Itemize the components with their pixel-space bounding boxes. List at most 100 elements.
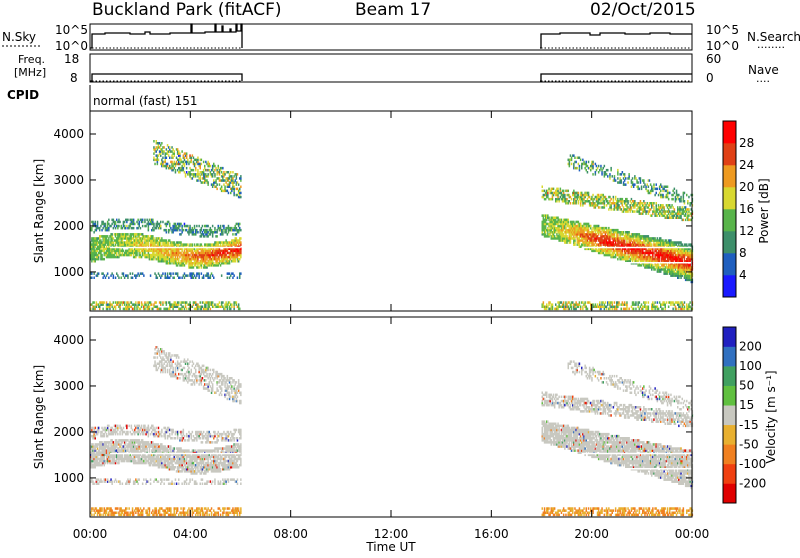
echo-cell <box>198 272 200 275</box>
echo-cell <box>124 301 126 304</box>
echo-cell <box>627 181 629 184</box>
echo-cell <box>632 177 634 180</box>
echo-cell <box>207 272 209 275</box>
echo-cell <box>105 223 107 226</box>
echo-cell <box>605 301 607 304</box>
echo-cell <box>586 161 588 164</box>
beam-label: Beam 17 <box>355 0 431 20</box>
echo-cell <box>97 221 99 224</box>
echo-cell <box>240 175 242 178</box>
echo-cell <box>240 229 242 232</box>
nsky-trace-left <box>90 24 242 48</box>
echo-cell <box>641 186 643 189</box>
echo-cell <box>158 159 160 162</box>
echo-cell <box>592 194 594 197</box>
freq-label-1: Freq. <box>18 53 45 66</box>
echo-cell <box>564 194 566 197</box>
echo-cell <box>186 152 188 155</box>
echo-cell <box>118 225 120 228</box>
echo-cell <box>214 173 216 176</box>
station-title: Buckland Park (fitACF) <box>92 0 282 20</box>
echo-cell <box>101 254 103 256</box>
echo-cell <box>108 219 110 222</box>
echo-cell <box>201 272 203 275</box>
echo-cell <box>230 171 232 174</box>
echo-cell <box>639 301 641 304</box>
echo-cell <box>607 175 609 178</box>
echo-cell <box>592 173 594 176</box>
echo-cell <box>612 301 614 304</box>
echo-cell <box>133 219 135 222</box>
echo-cell <box>614 175 616 178</box>
echo-cell <box>223 225 225 228</box>
echo-cell <box>610 167 612 170</box>
echo-cell <box>144 219 146 222</box>
echo-cell <box>653 206 655 209</box>
echo-cell <box>152 219 154 222</box>
echo-cell <box>187 274 189 277</box>
echo-cell <box>183 229 185 232</box>
freq-tick-bottom: 8 <box>70 71 78 85</box>
echo-cell <box>639 188 641 191</box>
echo-cell <box>166 229 168 232</box>
echo-cell <box>240 241 242 244</box>
echo-cell <box>166 301 168 304</box>
nsky-label: N.Sky <box>2 30 36 44</box>
echo-cell <box>214 227 216 230</box>
echo-cell <box>216 183 218 186</box>
date-label: 02/Oct/2015 <box>590 0 696 20</box>
echo-cell <box>648 306 650 309</box>
echo-cell <box>210 165 212 168</box>
echo-cell <box>570 202 572 205</box>
echo-cell <box>139 301 141 304</box>
echo-cell <box>584 301 586 304</box>
echo-cell <box>132 272 134 275</box>
echo-cell <box>560 188 562 191</box>
echo-cell <box>239 223 241 226</box>
echo-cell <box>240 192 242 195</box>
echo-cell <box>666 301 668 304</box>
echo-cell <box>123 272 125 275</box>
echo-cell <box>579 301 581 304</box>
echo-cell <box>568 190 570 193</box>
echo-cell <box>577 167 579 170</box>
echo-cell <box>668 306 670 309</box>
echo-cell <box>237 173 239 176</box>
echo-cell <box>162 301 164 304</box>
echo-cell <box>656 202 658 205</box>
echo-cell <box>542 186 544 189</box>
echo-cell <box>151 303 153 306</box>
echo-cell <box>654 301 656 304</box>
echo-cell <box>93 272 95 275</box>
echo-cell <box>95 221 97 224</box>
echo-cell <box>657 301 659 304</box>
echo-cell <box>219 301 221 304</box>
echo-cell <box>207 173 209 176</box>
echo-cell <box>134 223 136 226</box>
echo-cell <box>179 229 181 232</box>
echo-cell <box>240 237 242 240</box>
echo-cell <box>614 301 616 304</box>
echo-cell <box>574 157 576 160</box>
echo-cell <box>656 183 658 186</box>
echo-cell <box>662 194 664 197</box>
echo-cell <box>236 301 238 304</box>
echo-cell <box>578 192 580 195</box>
echo-cell <box>169 223 171 226</box>
echo-cell <box>213 277 215 280</box>
echo-cell <box>648 186 650 189</box>
echo-cell <box>587 171 589 174</box>
echo-cell <box>625 177 627 180</box>
echo-cell <box>643 179 645 182</box>
echo-cell <box>590 225 592 228</box>
echo-cell <box>676 308 678 311</box>
echo-cell <box>162 157 164 160</box>
echo-cell <box>612 175 614 178</box>
echo-cell <box>238 183 240 186</box>
echo-cell <box>160 221 162 224</box>
echo-cell <box>160 308 162 311</box>
echo-cell <box>621 179 623 182</box>
echo-cell <box>635 308 637 311</box>
freq-trace-right <box>540 74 692 81</box>
echo-cell <box>598 165 600 168</box>
